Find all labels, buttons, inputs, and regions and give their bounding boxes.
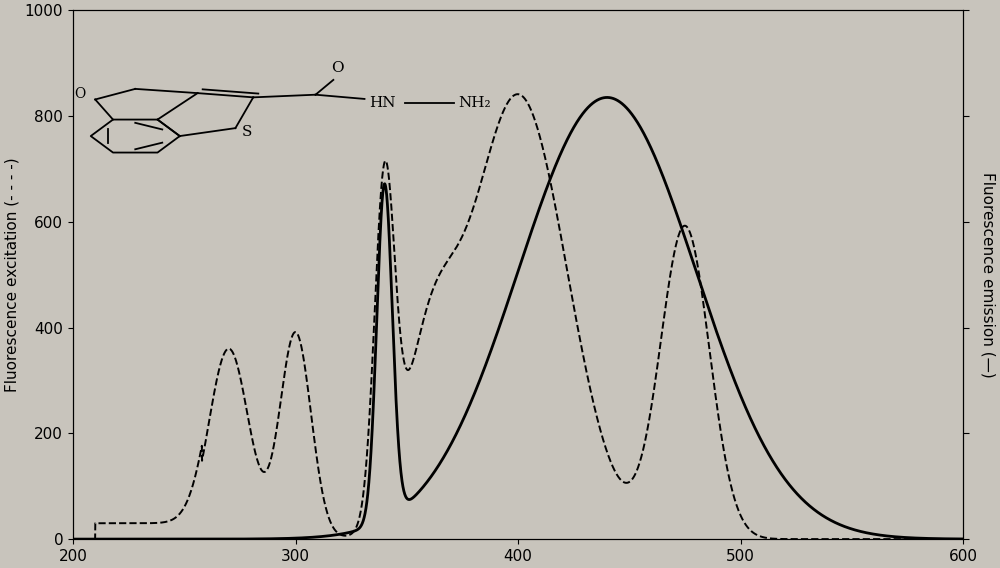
Text: S: S	[241, 126, 252, 139]
Text: O: O	[331, 61, 344, 74]
Text: HN: HN	[369, 96, 395, 110]
Text: O: O	[74, 87, 85, 101]
Text: NH₂: NH₂	[458, 96, 491, 110]
Y-axis label: Fluorescence excitation (- - - -): Fluorescence excitation (- - - -)	[4, 157, 19, 392]
Y-axis label: Fluorescence emission (—): Fluorescence emission (—)	[981, 172, 996, 378]
